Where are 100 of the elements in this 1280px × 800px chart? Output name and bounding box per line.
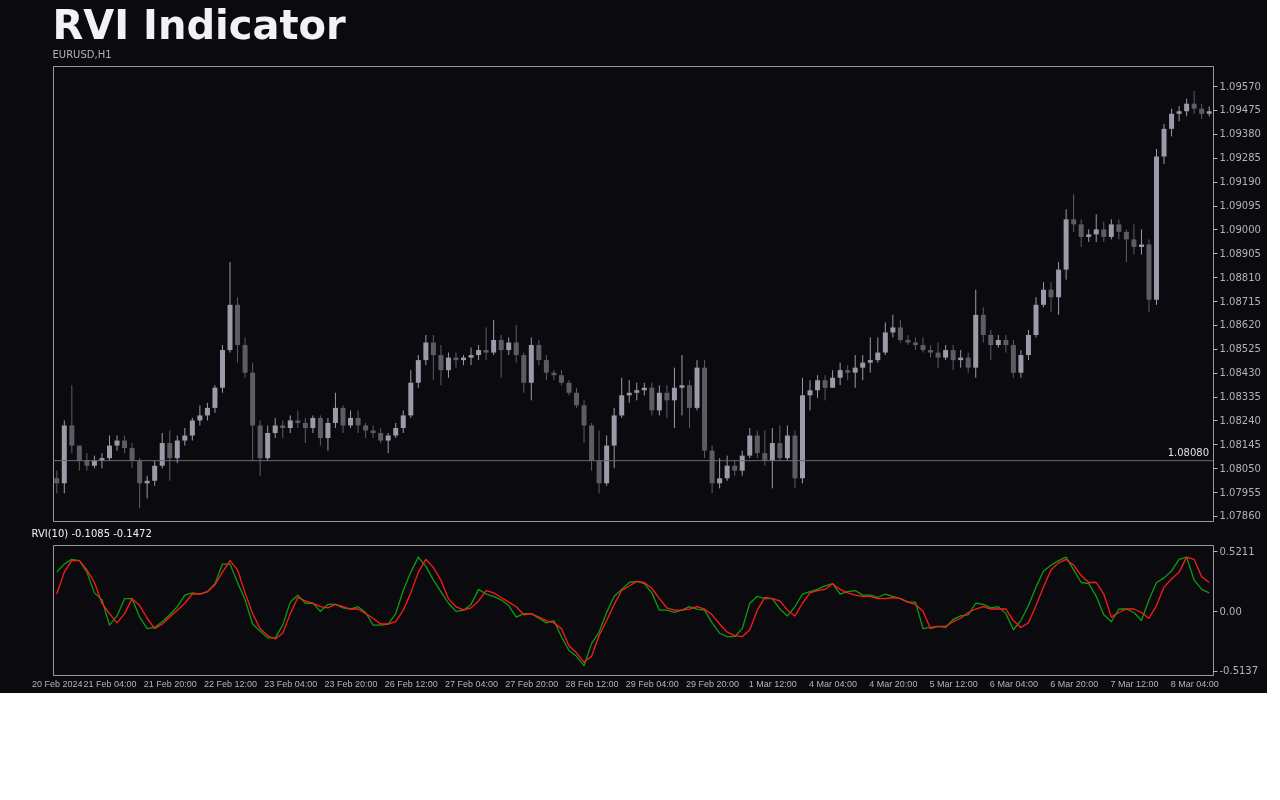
y-tick-label: 0.5211 (1219, 545, 1255, 557)
y-tick-label: 1.09475 (1219, 104, 1261, 116)
candlestick (1003, 334, 1009, 354)
x-tick-label: 21 Feb 04:00 (83, 678, 137, 689)
candlestick (724, 455, 730, 482)
candlestick (174, 435, 180, 464)
candlestick (54, 470, 60, 494)
candlestick (302, 417, 308, 444)
candlestick (317, 414, 323, 447)
candlestick (1131, 223, 1137, 256)
candlestick (536, 339, 542, 366)
x-tick-label: 23 Feb 04:00 (264, 678, 318, 689)
candlestick (76, 445, 82, 472)
candlestick (1071, 193, 1077, 233)
candlestick (882, 321, 888, 356)
candlestick (739, 450, 745, 477)
candlestick (762, 430, 768, 467)
y-tick-label: 1.09095 (1219, 200, 1261, 212)
y-tick-label: 1.08335 (1219, 391, 1261, 403)
y-tick-label: 1.08905 (1219, 247, 1261, 259)
candlestick (513, 324, 519, 364)
y-tick-label: 1.08715 (1219, 295, 1261, 307)
candlestick (769, 427, 775, 489)
x-tick-label: 4 Mar 20:00 (869, 678, 918, 689)
candlestick (747, 427, 753, 459)
x-tick-label: 23 Feb 20:00 (324, 678, 378, 689)
candlestick (1101, 221, 1107, 243)
candlestick (483, 326, 489, 361)
candlestick (875, 336, 881, 364)
candlestick (1018, 349, 1024, 379)
candlestick (1025, 329, 1031, 361)
candlestick (69, 384, 75, 454)
candlestick (935, 342, 941, 369)
x-tick-label: 28 Feb 12:00 (565, 678, 619, 689)
candlestick (1093, 213, 1099, 243)
candlestick (385, 432, 391, 454)
candlestick (400, 409, 406, 434)
y-tick-label: 1.09380 (1219, 128, 1261, 140)
candlestick (649, 382, 655, 416)
x-tick-label: 22 Feb 12:00 (203, 678, 258, 689)
y-tick-label: 1.09570 (1219, 80, 1261, 92)
candlestick (212, 384, 218, 414)
ref-line-label: 1.08080 (1167, 446, 1209, 458)
candlestick (950, 344, 956, 371)
candlestick (671, 367, 677, 429)
candlestick (619, 377, 625, 419)
x-tick-label: 6 Mar 04:00 (989, 678, 1038, 689)
candlestick (1048, 281, 1054, 313)
candlestick (980, 306, 986, 344)
candlestick (784, 424, 790, 462)
x-tick-label: 29 Feb 04:00 (625, 678, 679, 689)
candlestick (189, 417, 195, 442)
candlestick (581, 399, 587, 444)
chart-title: RVI Indicator (52, 2, 347, 48)
candlestick (332, 392, 338, 429)
y-tick-label: 1.08810 (1219, 271, 1261, 283)
candlestick (664, 384, 670, 419)
candlestick (1041, 281, 1047, 308)
candlestick (159, 432, 165, 469)
x-tick-label: 29 Feb 20:00 (686, 678, 740, 689)
x-tick-label: 5 Mar 12:00 (929, 678, 978, 689)
candlestick (491, 319, 497, 356)
candlestick (1191, 90, 1197, 115)
candlestick (656, 384, 662, 416)
candlestick (498, 334, 504, 379)
y-tick-label: -0.5137 (1219, 665, 1259, 677)
candlestick (807, 379, 813, 411)
candlestick (822, 374, 828, 401)
chart-title: RVI(10) -0.1085 -0.1472 (31, 528, 152, 539)
candlestick (1078, 218, 1084, 248)
candlestick (965, 352, 971, 374)
x-tick-label: 1 Mar 12:00 (748, 678, 797, 689)
candlestick (355, 409, 361, 434)
candlestick (837, 362, 843, 386)
y-tick-label: 1.08240 (1219, 414, 1261, 426)
x-tick-label: 4 Mar 04:00 (809, 678, 858, 689)
candlestick (438, 344, 444, 386)
candlestick (867, 336, 873, 374)
x-tick-label: 27 Feb 04:00 (445, 678, 499, 689)
y-tick-label: 1.09190 (1219, 176, 1261, 188)
y-tick-label: 1.07860 (1219, 510, 1261, 522)
y-tick-label: 1.08430 (1219, 367, 1261, 379)
candlestick (543, 354, 549, 381)
y-tick-label: 1.09285 (1219, 152, 1261, 164)
candlestick (152, 460, 158, 487)
candlestick (988, 329, 994, 361)
candlestick (137, 457, 143, 509)
chart-subtitle: EURUSD,H1 (52, 49, 112, 60)
y-tick-label: 1.08525 (1219, 343, 1261, 355)
x-tick-label: 7 Mar 12:00 (1110, 678, 1159, 689)
candlestick (415, 354, 421, 389)
candlestick (754, 430, 760, 459)
candlestick (860, 354, 866, 381)
candlestick (679, 354, 685, 416)
candlestick (430, 334, 436, 381)
y-tick-label: 1.09000 (1219, 223, 1261, 235)
candlestick (423, 334, 429, 366)
candlestick (890, 314, 896, 338)
candlestick (596, 430, 602, 494)
candlestick (1108, 218, 1114, 240)
